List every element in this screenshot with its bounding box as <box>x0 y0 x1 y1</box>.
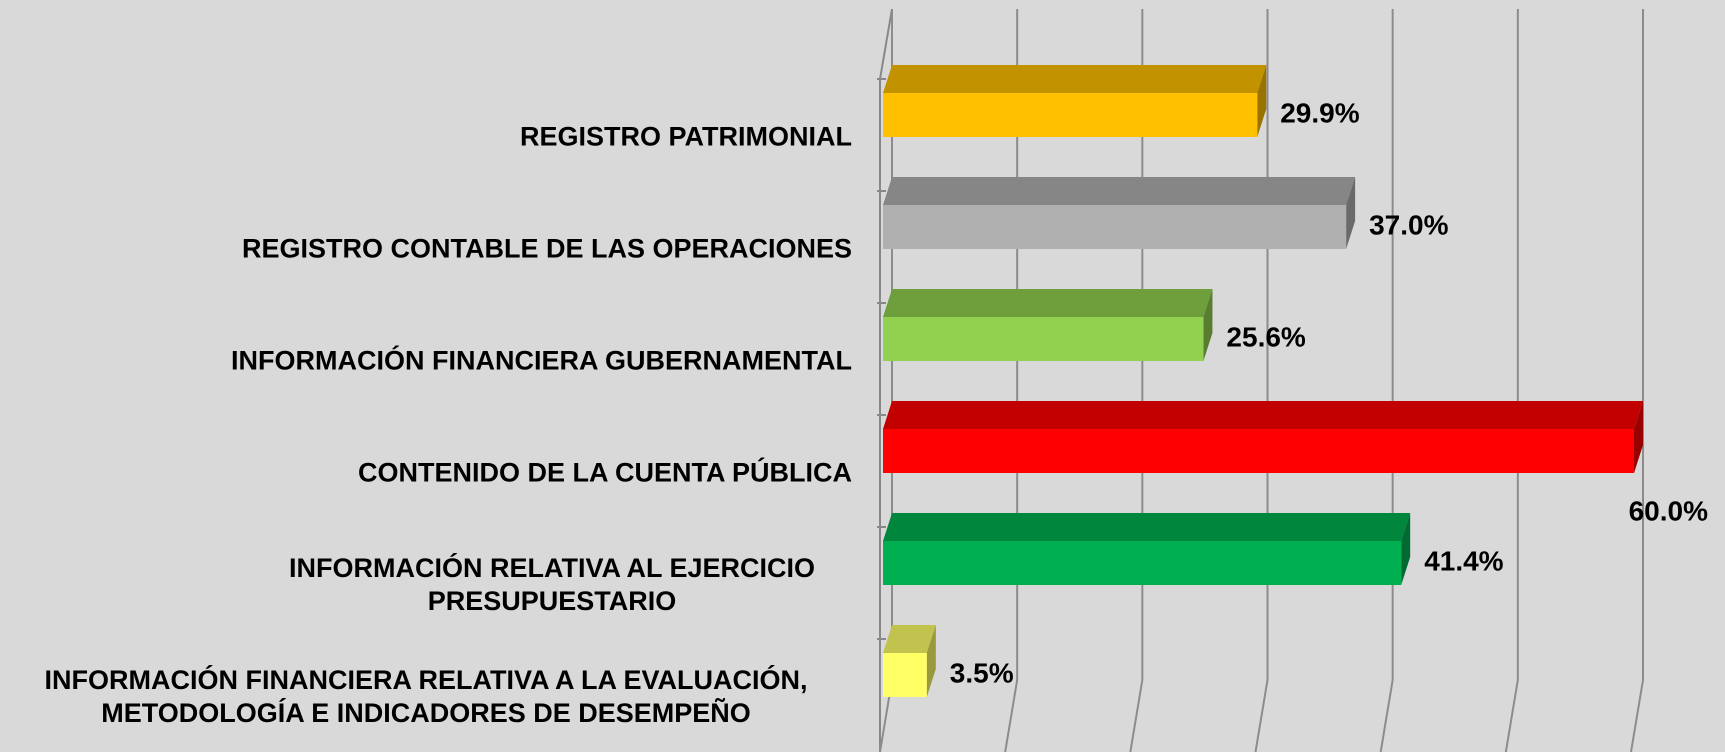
bar <box>883 65 1267 137</box>
value-label: 25.6% <box>1226 321 1305 352</box>
category-label: REGISTRO CONTABLE DE LAS OPERACIONES <box>241 233 852 264</box>
category-label: REGISTRO PATRIMONIAL <box>520 121 852 152</box>
bar <box>883 513 1411 585</box>
grid-line <box>1129 679 1144 752</box>
axis-line <box>879 8 893 80</box>
bar-top <box>883 289 1213 317</box>
bar-front <box>883 205 1347 249</box>
grid-line <box>1504 679 1519 752</box>
bar <box>883 401 1643 473</box>
value-label: 41.4% <box>1424 545 1503 576</box>
bar <box>883 625 936 697</box>
bar-side <box>1346 177 1356 249</box>
value-label: 37.0% <box>1369 209 1448 240</box>
value-label: 29.9% <box>1280 97 1359 128</box>
bar-top <box>883 625 936 653</box>
category-label: CONTENIDO DE LA CUENTA PÚBLICA <box>358 457 852 488</box>
bar-top <box>883 65 1267 93</box>
bar-side <box>1634 401 1643 473</box>
grid-line <box>1630 679 1644 752</box>
bar <box>883 289 1213 361</box>
grid-line <box>1379 679 1394 752</box>
bar-side <box>926 625 936 697</box>
bar-side <box>1401 513 1411 585</box>
bar-side <box>1203 289 1213 361</box>
value-label: 60.0% <box>1629 495 1708 526</box>
grid-line <box>1004 679 1019 752</box>
bar-front <box>883 429 1634 473</box>
bar-top <box>883 177 1356 205</box>
bar-front <box>883 541 1402 585</box>
grid-line <box>1254 679 1269 752</box>
bar-front <box>883 317 1204 361</box>
bar-top <box>883 401 1643 429</box>
category-label: INFORMACIÓN FINANCIERA GUBERNAMENTAL <box>231 345 852 376</box>
bar-front <box>883 653 927 697</box>
bar-side <box>1257 65 1267 137</box>
bar-top <box>883 513 1411 541</box>
bar-front <box>883 93 1258 137</box>
bar <box>883 177 1356 249</box>
category-label: INFORMACIÓN FINANCIERA RELATIVA A LA EVA… <box>44 665 808 728</box>
value-label: 3.5% <box>950 657 1014 688</box>
category-label: INFORMACIÓN RELATIVA AL EJERCICIO PRESUP… <box>288 553 815 616</box>
